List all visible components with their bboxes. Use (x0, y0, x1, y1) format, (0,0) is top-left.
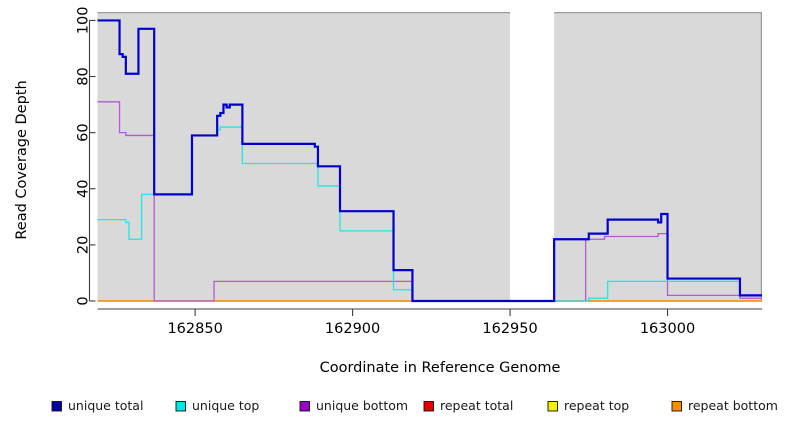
legend-label-repeat-top: repeat top (564, 398, 629, 413)
y-tick-label-80: 80 (76, 67, 92, 85)
y-tick-label-40: 40 (76, 180, 92, 198)
x-tick-label-163000: 163000 (640, 321, 695, 337)
legend-swatch-repeat-bottom (671, 401, 682, 412)
legend-label-unique-top: unique top (192, 398, 259, 413)
x-tick-label-162900: 162900 (325, 321, 380, 337)
series-line-unique-bottom (97, 101, 762, 302)
legend-swatch-repeat-top (547, 401, 558, 412)
panel-right-edge (760, 12, 762, 301)
legend-label-unique-bottom: unique bottom (316, 398, 408, 413)
x-axis-title: Coordinate in Reference Genome (320, 360, 561, 376)
y-tick-label-60: 60 (76, 123, 92, 141)
legend-label-repeat-total: repeat total (440, 398, 513, 413)
legend-label-unique-total: unique total (68, 398, 143, 413)
plot-panel-background (97, 12, 762, 301)
series-line-unique-top (97, 126, 762, 302)
panel-top-edge-right (554, 12, 762, 14)
axes-group (88, 19, 762, 316)
legend-swatch-unique-total (51, 401, 62, 412)
y-tick-label-100: 100 (76, 7, 92, 35)
legend: unique total unique top unique bottom repea… (51, 398, 778, 413)
y-tick-label-0: 0 (76, 296, 92, 305)
legend-swatch-repeat-total (423, 401, 434, 412)
panel-left (97, 12, 511, 301)
panel-right (554, 12, 762, 301)
series-group (97, 19, 762, 303)
legend-label-repeat-bottom: repeat bottom (688, 398, 778, 413)
series-line-unique-total (97, 19, 762, 303)
y-tick-label-20: 20 (76, 236, 92, 254)
y-axis-title: Read Coverage Depth (14, 80, 30, 239)
legend-swatch-unique-top (175, 401, 186, 412)
x-tick-label-162950: 162950 (482, 321, 537, 337)
legend-swatch-unique-bottom (299, 401, 310, 412)
tick-labels-group: 0 20 40 60 80 100 162850 162900 162950 163000 (76, 7, 696, 337)
panel-top-edge-left (97, 12, 511, 14)
x-tick-label-162850: 162850 (167, 321, 222, 337)
